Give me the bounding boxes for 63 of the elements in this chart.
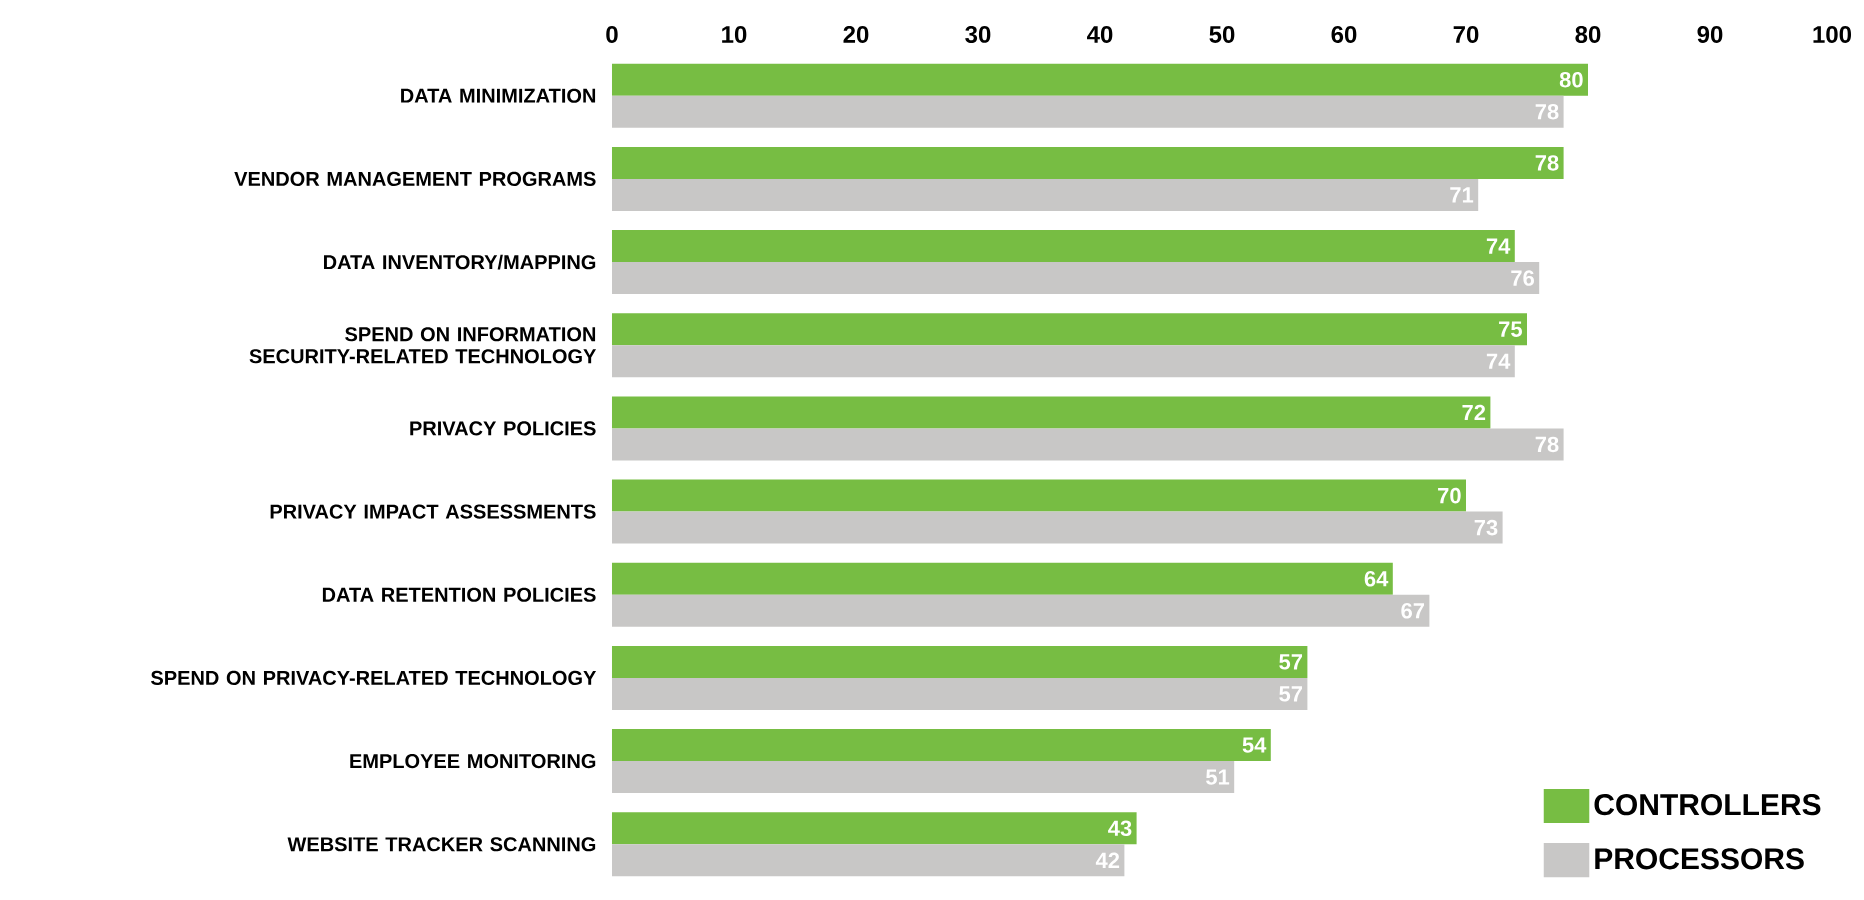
y-tick-label: PRIVACY IMPACT ASSESSMENTS: [270, 504, 596, 519]
bar: [611, 645, 1308, 678]
data-label: 57: [1279, 686, 1303, 702]
y-tick-label: VENDOR MANAGEMENT PROGRAMS: [234, 171, 596, 186]
bar: [611, 729, 1271, 762]
bar: [611, 594, 1430, 627]
data-label: 75: [1499, 321, 1522, 337]
y-tick-label: DATA RETENTION POLICIES: [322, 587, 596, 602]
data-label: 80: [1559, 71, 1583, 88]
data-label: 73: [1474, 519, 1498, 536]
x-tick-label: 10: [722, 25, 747, 43]
y-tick-label: WEBSITE TRACKER SCANNING: [287, 837, 596, 852]
data-label: 76: [1511, 270, 1535, 286]
bar: [611, 230, 1515, 263]
data-label: 70: [1438, 487, 1461, 504]
x-tick-label: 60: [1331, 25, 1357, 43]
y-tick-label: EMPLOYEE MONITORING: [350, 754, 596, 769]
x-tick-label: 100: [1813, 25, 1852, 43]
bar: [611, 178, 1479, 211]
data-label: 51: [1206, 769, 1230, 785]
bar: [611, 396, 1491, 429]
data-label: 78: [1535, 155, 1559, 171]
data-label: 57: [1279, 654, 1303, 670]
bar: [611, 345, 1515, 378]
x-tick-label: 40: [1087, 25, 1113, 43]
data-label: 78: [1535, 436, 1559, 453]
bar: [611, 313, 1527, 346]
legend-label: CONTROLLERS: [1594, 794, 1821, 816]
y-tick-label: DATA INVENTORY/MAPPING: [324, 254, 596, 270]
bar: [611, 844, 1125, 877]
data-label: 54: [1242, 737, 1267, 753]
x-tick-label: 0: [606, 25, 618, 43]
data-label: 67: [1401, 602, 1425, 619]
bar: [611, 63, 1588, 96]
x-tick-label: 80: [1575, 25, 1601, 43]
y-tick-label: SPEND ON PRIVACY-RELATED TECHNOLOGY: [150, 670, 597, 685]
legend-label: PROCESSORS: [1595, 848, 1804, 870]
data-label: 72: [1462, 404, 1486, 421]
data-label: 42: [1095, 852, 1120, 868]
x-tick-label: 50: [1209, 25, 1235, 43]
data-label: 71: [1450, 187, 1474, 203]
y-tick-label: PRIVACY POLICIES: [410, 421, 596, 436]
y-tick-label: SPEND ON INFORMATION SECURITY-RELATED TECHNOLOGY: [249, 327, 597, 364]
data-label: 43: [1108, 820, 1132, 837]
data-label: 64: [1364, 570, 1389, 587]
bar: [611, 262, 1540, 295]
x-tick-label: 70: [1453, 25, 1479, 43]
x-tick-label: 20: [843, 25, 869, 43]
bar: [611, 146, 1564, 179]
bar: [611, 511, 1503, 544]
x-tick-label: 30: [965, 25, 991, 43]
bar: [611, 95, 1564, 128]
data-label: 74: [1486, 238, 1511, 254]
bar: [611, 428, 1564, 461]
bar: [611, 562, 1393, 595]
y-tick-label: DATA MINIMIZATION: [401, 88, 596, 103]
data-label: 78: [1535, 103, 1559, 120]
x-tick-label: 90: [1697, 25, 1723, 43]
data-label: 74: [1486, 353, 1511, 369]
bar: [611, 677, 1308, 710]
bar: [611, 479, 1466, 512]
bar: [611, 812, 1137, 845]
bar: [611, 761, 1235, 794]
